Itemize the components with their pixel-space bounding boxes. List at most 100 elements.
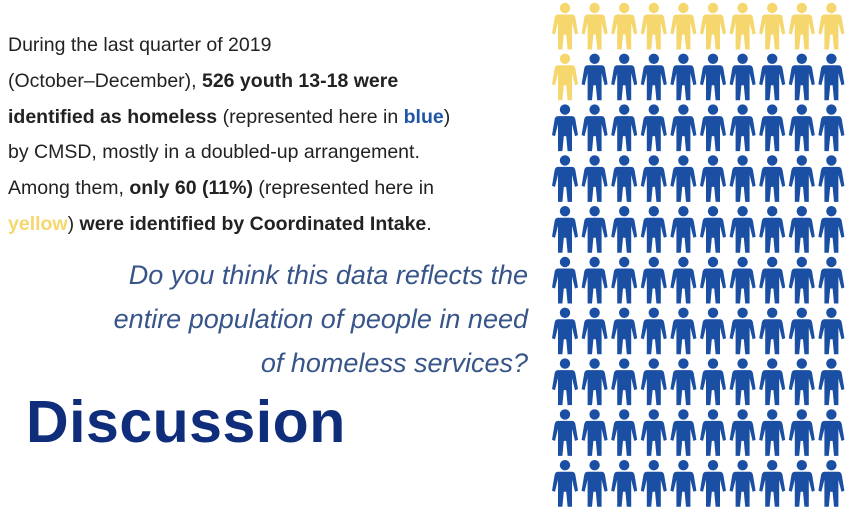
person-icon (788, 2, 815, 50)
person-icon (611, 409, 638, 456)
person-icon (670, 358, 697, 406)
person-icon (759, 460, 786, 507)
homeless-text: identified as homeless (8, 105, 218, 128)
person-icon-grid (550, 2, 848, 510)
person-icon (729, 460, 756, 507)
person-icon (552, 307, 578, 355)
person-icon (759, 155, 786, 202)
yellow-label: yellow (8, 212, 68, 235)
person-icon (552, 2, 578, 50)
person-icon (611, 358, 638, 406)
intro-line-4: by CMSD, mostly in a doubled-up arrangem… (8, 141, 420, 164)
person-icon (759, 256, 786, 304)
person-icon (759, 409, 786, 456)
person-icon (759, 2, 786, 50)
person-icon (700, 409, 726, 456)
person-icon (700, 307, 726, 355)
person-icon (818, 307, 845, 355)
person-icon (640, 409, 667, 456)
youth-count-text: 526 youth 13-18 were (201, 69, 399, 92)
person-icon (818, 53, 845, 101)
person-icon (581, 155, 608, 202)
person-icon (759, 206, 786, 253)
person-icon (552, 460, 578, 507)
person-icon (729, 358, 756, 406)
person-icon (818, 256, 845, 304)
discussion-heading: Discussion (26, 389, 346, 455)
person-icon (759, 53, 786, 101)
person-icon-grid-svg (552, 2, 845, 507)
person-icon (759, 358, 786, 406)
person-icon (611, 2, 638, 50)
person-icon (700, 206, 726, 253)
person-icon (640, 307, 667, 355)
person-icon (640, 460, 667, 507)
person-icon (700, 358, 726, 406)
person-icon (700, 256, 726, 304)
person-icon (788, 53, 815, 101)
person-icon (552, 155, 578, 202)
blue-label: blue (403, 105, 444, 128)
person-icon (611, 104, 638, 152)
person-icon (788, 460, 815, 507)
person-icon (700, 155, 726, 202)
person-icon (729, 53, 756, 101)
person-icon (788, 256, 815, 304)
person-icon (611, 307, 638, 355)
person-icon (552, 53, 578, 101)
person-icon (818, 206, 845, 253)
coordinated-intake-text: were identified by Coordinated Intake (79, 212, 427, 235)
person-icon (640, 104, 667, 152)
person-icon (640, 256, 667, 304)
person-icon (818, 358, 845, 406)
person-icon (670, 53, 697, 101)
person-icon (611, 256, 638, 304)
person-icon (670, 206, 697, 253)
person-icon (700, 53, 726, 101)
intro-line-5: Among them, only 60 (11%) (represented h… (8, 177, 434, 200)
person-icon (552, 206, 578, 253)
person-icon (818, 104, 845, 152)
person-icon (788, 104, 815, 152)
person-icon (640, 206, 667, 253)
person-icon (729, 2, 756, 50)
intro-line-6: yellow) were identified by Coordinated I… (8, 212, 432, 235)
intake-count-text: only 60 (11%) (129, 177, 253, 200)
intro-line-3: identified as homeless (represented here… (8, 105, 451, 128)
person-icon (552, 358, 578, 406)
person-icon (729, 256, 756, 304)
intro-line-1: During the last quarter of 2019 (8, 34, 272, 56)
person-icon (788, 206, 815, 253)
person-icon (581, 358, 608, 406)
person-icon (581, 2, 608, 50)
person-icon (611, 206, 638, 253)
person-icon (759, 104, 786, 152)
person-icon (700, 2, 726, 50)
person-icon (670, 155, 697, 202)
person-icon (670, 460, 697, 507)
intro-line-2: (October–December), 526 youth 13-18 were (8, 69, 399, 92)
person-icon (581, 104, 608, 152)
person-icon (729, 104, 756, 152)
person-icon (611, 155, 638, 202)
person-icon (552, 256, 578, 304)
person-icon (552, 409, 578, 456)
person-icon (670, 307, 697, 355)
person-icon (552, 104, 578, 152)
person-icon (581, 53, 608, 101)
person-icon (581, 256, 608, 304)
person-icon (818, 2, 845, 50)
person-icon (788, 358, 815, 406)
person-icon (640, 358, 667, 406)
person-icon (640, 53, 667, 101)
person-icon (788, 409, 815, 456)
person-icon (788, 155, 815, 202)
person-icon (640, 2, 667, 50)
person-icon (581, 460, 608, 507)
person-icon (581, 206, 608, 253)
person-icon (818, 409, 845, 456)
person-icon (581, 409, 608, 456)
person-icon (729, 409, 756, 456)
person-icon (759, 307, 786, 355)
person-icon (729, 206, 756, 253)
